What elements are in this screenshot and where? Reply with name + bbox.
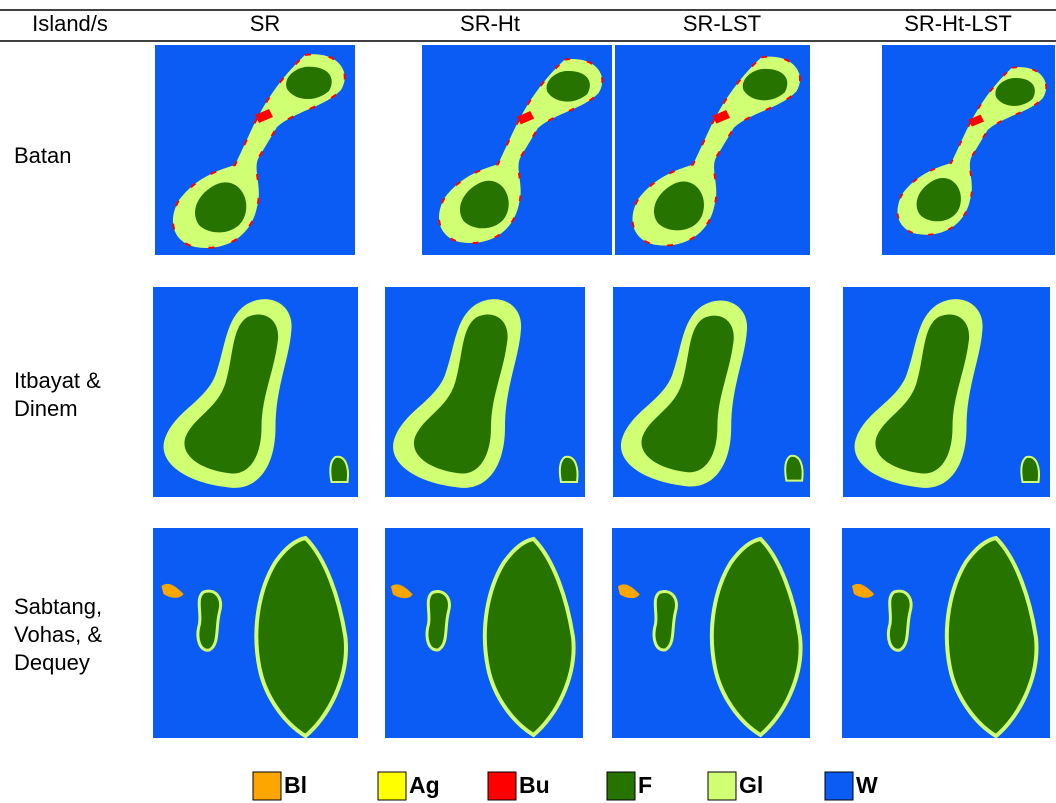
legend-swatch xyxy=(825,772,853,800)
column-header: Island/s xyxy=(32,11,108,36)
column-header: SR xyxy=(250,11,281,36)
legend-swatch xyxy=(253,772,281,800)
legend-label: F xyxy=(638,772,652,798)
row-label: Dinem xyxy=(14,396,78,421)
legend-label: Gl xyxy=(739,772,763,798)
row-label: Itbayat & xyxy=(14,368,101,393)
column-header: SR-Ht xyxy=(460,11,520,36)
row-label: Dequey xyxy=(14,650,90,675)
figure: Island/s SR SR-Ht SR-LST SR-Ht-LST Batan Itbay… xyxy=(0,0,1056,803)
legend-swatch xyxy=(488,772,516,800)
row-label: Batan xyxy=(14,143,72,168)
legend-swatch xyxy=(607,772,635,800)
legend-label: Ag xyxy=(409,772,440,798)
column-header: SR-Ht-LST xyxy=(904,11,1012,36)
legend-swatch xyxy=(708,772,736,800)
column-header: SR-LST xyxy=(683,11,761,36)
legend-swatch xyxy=(378,772,406,800)
legend-label: Bl xyxy=(284,772,307,798)
legend-label: W xyxy=(856,772,878,798)
legend-label: Bu xyxy=(519,772,550,798)
content: Island/s SR SR-Ht SR-LST SR-Ht-LST Batan Itbay… xyxy=(14,11,1055,800)
row-label: Sabtang, xyxy=(14,594,102,619)
row-label: Vohas, & xyxy=(14,622,102,647)
